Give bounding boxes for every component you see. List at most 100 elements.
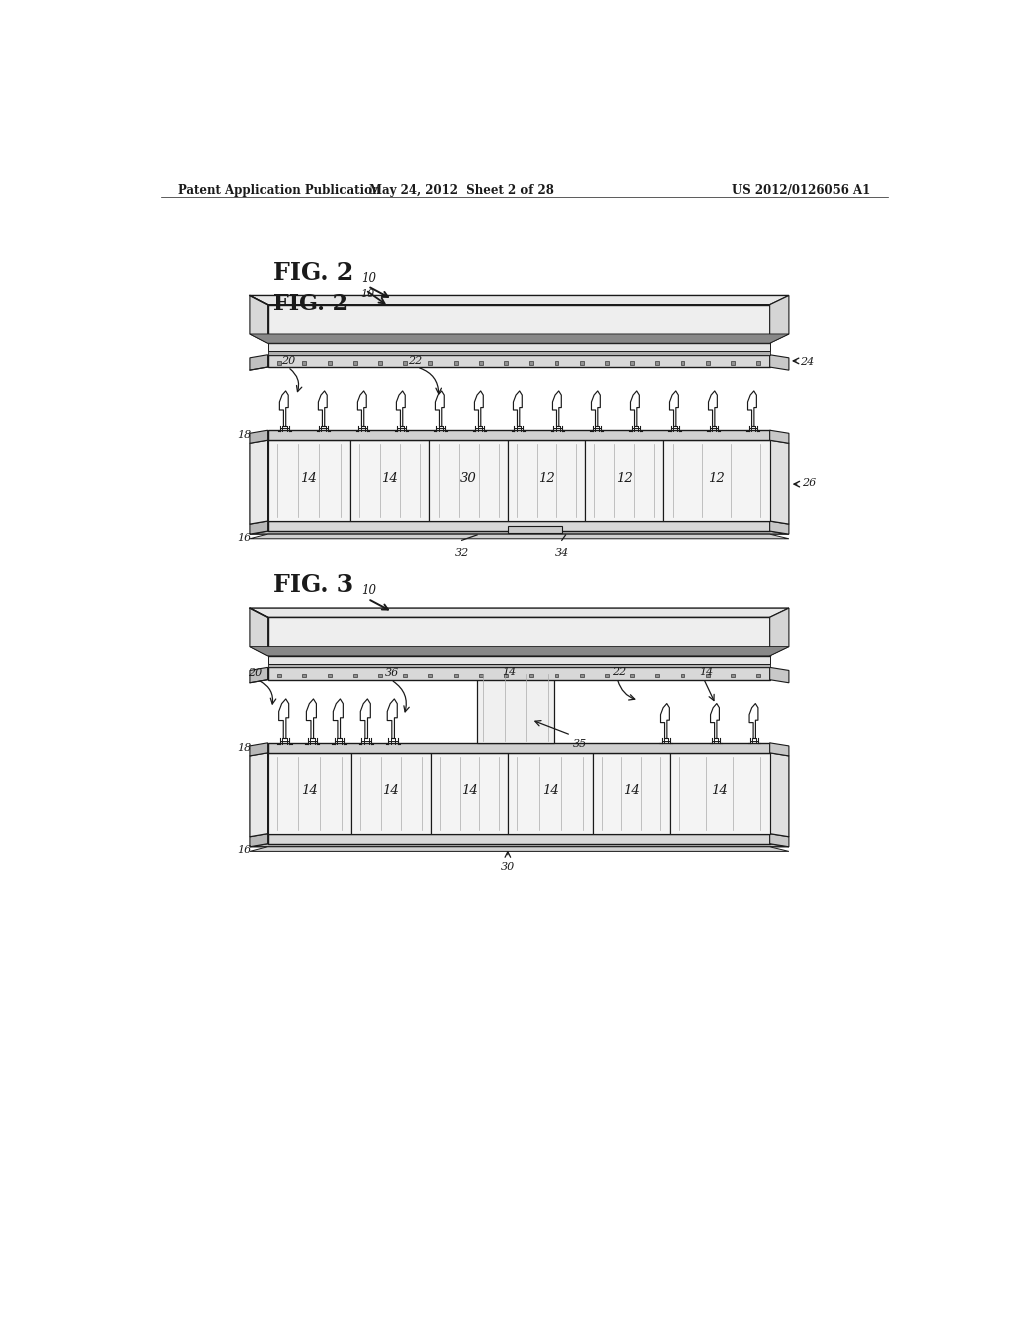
Text: 10: 10 <box>360 289 374 300</box>
Polygon shape <box>250 668 267 682</box>
Bar <box>756 673 760 677</box>
Polygon shape <box>770 609 788 656</box>
Polygon shape <box>770 441 788 524</box>
Text: 20: 20 <box>249 668 262 678</box>
Text: 18: 18 <box>237 430 251 440</box>
Text: 24: 24 <box>801 358 815 367</box>
Polygon shape <box>267 743 770 752</box>
Text: 14: 14 <box>461 784 478 797</box>
Polygon shape <box>250 531 788 535</box>
Text: FIG. 2: FIG. 2 <box>273 293 348 315</box>
Polygon shape <box>508 752 593 834</box>
Polygon shape <box>267 521 770 531</box>
Polygon shape <box>267 834 770 843</box>
Polygon shape <box>267 656 770 664</box>
Text: 18: 18 <box>237 743 251 752</box>
Bar <box>328 360 332 364</box>
Text: 36: 36 <box>385 668 399 678</box>
Polygon shape <box>250 609 788 618</box>
Polygon shape <box>267 351 770 355</box>
Bar <box>454 360 458 364</box>
Text: 30: 30 <box>460 471 477 484</box>
Polygon shape <box>250 834 267 847</box>
Polygon shape <box>664 441 770 521</box>
Polygon shape <box>770 521 788 535</box>
Text: 14: 14 <box>698 667 713 677</box>
Polygon shape <box>250 521 267 535</box>
Polygon shape <box>250 752 267 837</box>
Polygon shape <box>267 664 770 668</box>
Text: 22: 22 <box>611 667 626 677</box>
Polygon shape <box>770 668 788 682</box>
Bar <box>630 360 634 364</box>
Bar <box>580 673 584 677</box>
Text: 14: 14 <box>382 784 399 797</box>
Polygon shape <box>267 343 770 351</box>
Polygon shape <box>267 430 770 441</box>
Polygon shape <box>267 441 350 521</box>
Text: US 2012/0126056 A1: US 2012/0126056 A1 <box>731 183 869 197</box>
Polygon shape <box>351 752 431 834</box>
Polygon shape <box>429 441 508 521</box>
Text: FIG. 3: FIG. 3 <box>273 573 353 598</box>
Bar <box>302 673 306 677</box>
Polygon shape <box>250 296 788 305</box>
Polygon shape <box>250 355 267 370</box>
Bar <box>504 360 508 364</box>
Polygon shape <box>250 535 788 539</box>
Bar <box>378 673 382 677</box>
Bar <box>731 673 735 677</box>
Text: 14: 14 <box>300 471 317 484</box>
Text: 20: 20 <box>281 355 295 366</box>
Text: Patent Application Publication: Patent Application Publication <box>178 183 381 197</box>
Text: 14: 14 <box>301 784 317 797</box>
Polygon shape <box>267 752 351 834</box>
Text: 12: 12 <box>709 471 725 484</box>
Polygon shape <box>431 752 508 834</box>
Bar <box>731 360 735 364</box>
Text: 32: 32 <box>455 548 469 558</box>
Bar <box>504 673 508 677</box>
Polygon shape <box>508 527 562 533</box>
Bar <box>454 673 458 677</box>
Text: 14: 14 <box>381 471 398 484</box>
Polygon shape <box>770 296 788 343</box>
Bar <box>378 360 382 364</box>
Polygon shape <box>477 672 554 743</box>
Text: 14: 14 <box>623 784 639 797</box>
Text: 22: 22 <box>408 355 422 366</box>
Polygon shape <box>267 618 770 656</box>
Text: 14: 14 <box>712 784 728 797</box>
Bar <box>328 673 332 677</box>
Bar <box>555 673 558 677</box>
Polygon shape <box>770 743 788 756</box>
Polygon shape <box>508 441 585 521</box>
Polygon shape <box>770 355 788 370</box>
Bar <box>302 360 306 364</box>
Text: 14: 14 <box>542 784 558 797</box>
Text: 30: 30 <box>501 862 515 873</box>
Polygon shape <box>250 847 788 851</box>
Text: 16: 16 <box>237 845 251 855</box>
Bar <box>353 673 356 677</box>
Polygon shape <box>770 752 788 837</box>
Bar <box>278 673 282 677</box>
Text: 10: 10 <box>361 585 377 598</box>
Bar <box>655 673 659 677</box>
Text: 34: 34 <box>555 548 569 558</box>
Bar <box>403 360 408 364</box>
Text: 12: 12 <box>538 471 555 484</box>
Polygon shape <box>267 668 770 680</box>
Polygon shape <box>250 743 267 756</box>
Bar <box>479 673 482 677</box>
Bar <box>479 360 482 364</box>
Bar <box>403 673 408 677</box>
Polygon shape <box>250 441 267 524</box>
Text: 14: 14 <box>503 667 517 677</box>
Bar <box>428 673 432 677</box>
Polygon shape <box>250 609 267 656</box>
Text: FIG. 2: FIG. 2 <box>273 260 353 285</box>
Polygon shape <box>250 843 788 847</box>
Polygon shape <box>267 305 770 343</box>
Polygon shape <box>350 441 429 521</box>
